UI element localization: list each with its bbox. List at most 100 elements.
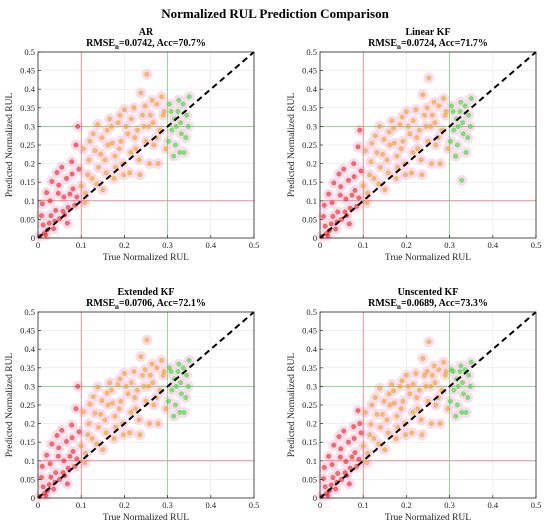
data-point	[328, 482, 334, 488]
y-tick-label: 0.5	[306, 47, 317, 57]
data-point	[113, 164, 119, 170]
data-point	[132, 135, 138, 140]
data-point	[112, 413, 118, 419]
data-point	[384, 417, 390, 423]
data-point	[448, 103, 454, 109]
data-point	[59, 164, 65, 170]
data-point	[445, 406, 451, 412]
data-point	[131, 105, 137, 111]
data-point	[56, 182, 62, 188]
x-axis-label: True Normalized RUL	[385, 513, 471, 523]
y-tick-label: 0.1	[24, 456, 35, 466]
data-point	[184, 112, 190, 118]
metric-subscript: n	[397, 43, 401, 51]
x-tick-label: 0.1	[76, 240, 87, 250]
data-point	[468, 359, 474, 365]
data-point	[155, 421, 161, 426]
y-axis-label: Predicted Normalized RUL	[287, 93, 297, 198]
data-point	[351, 436, 357, 441]
data-point	[168, 109, 174, 114]
data-point	[428, 383, 433, 389]
y-tick-label: 0.3	[306, 381, 317, 391]
x-tick-label: 0.5	[531, 240, 542, 250]
data-point	[399, 378, 405, 384]
data-point	[398, 146, 404, 152]
data-point	[403, 432, 408, 438]
data-point	[336, 171, 342, 177]
data-point	[163, 146, 169, 152]
data-point	[465, 395, 471, 400]
x-axis-label: True Normalized RUL	[103, 513, 189, 523]
data-point	[147, 161, 152, 167]
data-point	[169, 127, 175, 133]
data-point	[171, 153, 177, 159]
data-point	[407, 131, 413, 137]
x-tick-label: 0.5	[249, 240, 260, 250]
data-point	[96, 424, 101, 430]
data-point	[347, 205, 353, 211]
scatter-panel-1: 0 0.1 0.2 0.3 0.4 0.5 0 0.05 0.1 0.15 0.2 0.25 0.3 0.…	[5, 27, 259, 263]
data-point	[426, 339, 432, 345]
data-point	[460, 120, 465, 126]
y-tick-label: 0.15	[20, 177, 35, 187]
data-point	[378, 164, 383, 170]
data-point	[391, 400, 397, 406]
data-point	[466, 112, 472, 118]
metric-name: RMSE	[368, 38, 397, 49]
panel-metrics: RMSEn=0.0689, Acc=73.3%	[368, 298, 488, 311]
data-point	[400, 138, 406, 144]
data-point	[405, 124, 411, 129]
data-point	[48, 213, 54, 219]
data-point	[397, 122, 403, 127]
data-point	[133, 146, 139, 152]
data-point	[337, 192, 343, 198]
data-point	[431, 363, 437, 369]
data-point	[410, 382, 416, 387]
data-point	[429, 112, 435, 118]
data-point	[178, 120, 183, 126]
y-tick-label: 0.4	[306, 84, 317, 94]
data-point	[54, 170, 60, 175]
data-point	[183, 395, 189, 400]
x-tick-label: 0.2	[401, 500, 412, 510]
data-point	[360, 443, 366, 449]
data-point	[95, 384, 101, 390]
data-point	[98, 151, 104, 157]
data-point	[117, 376, 123, 382]
data-point	[459, 410, 465, 415]
data-point	[147, 112, 153, 118]
data-point	[376, 441, 382, 447]
data-point	[51, 226, 56, 232]
data-point	[426, 75, 432, 81]
data-point	[138, 90, 144, 96]
data-point	[107, 116, 113, 122]
reference-diagonal-line	[319, 51, 537, 239]
data-point	[166, 398, 171, 404]
data-point	[341, 166, 347, 172]
data-point	[467, 383, 473, 389]
data-point	[407, 391, 413, 397]
data-point	[78, 443, 84, 449]
data-point	[437, 421, 443, 426]
data-point	[64, 176, 69, 181]
data-point	[104, 390, 110, 396]
data-point	[321, 465, 327, 470]
data-point	[179, 391, 184, 397]
data-point	[144, 337, 150, 343]
data-point	[46, 482, 52, 488]
data-point	[181, 150, 187, 155]
data-point	[457, 369, 463, 374]
data-point	[86, 157, 92, 163]
data-point	[111, 436, 117, 441]
data-point	[127, 430, 132, 436]
data-point	[432, 380, 438, 386]
data-point	[420, 356, 426, 361]
data-point	[425, 138, 431, 144]
data-point	[173, 124, 179, 129]
data-point	[413, 107, 419, 113]
data-point	[80, 146, 86, 152]
data-point	[380, 151, 386, 157]
data-point	[146, 383, 151, 389]
data-point	[458, 99, 464, 105]
x-tick-label: 0.3	[444, 240, 455, 250]
